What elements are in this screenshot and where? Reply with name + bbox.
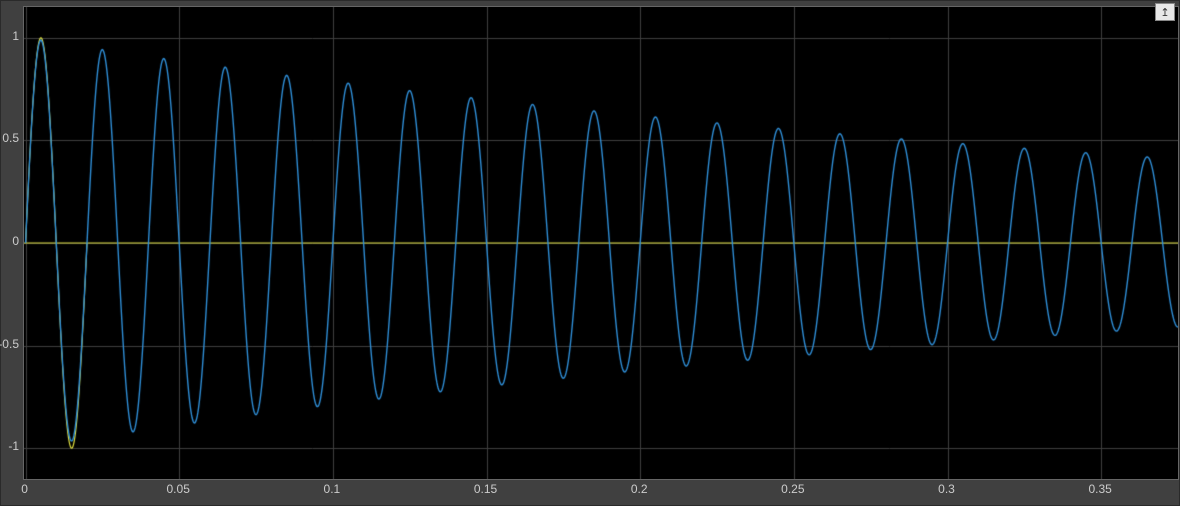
y-tick-label: -0.5 — [0, 337, 19, 351]
scope-plot — [23, 6, 1179, 480]
x-tick-label: 0.1 — [324, 482, 341, 496]
x-tick-label: 0.3 — [938, 482, 955, 496]
y-tick-label: 1 — [0, 29, 19, 43]
x-tick-label: 0.2 — [631, 482, 648, 496]
x-tick-label: 0 — [21, 482, 28, 496]
x-tick-label: 0.35 — [1088, 482, 1111, 496]
y-tick-label: 0 — [0, 234, 19, 248]
scope-frame: ↥ -1 -0.5 0 0.5 1 0 0.05 0.1 0.15 0.2 0.25 0.3 0.35 — [0, 0, 1180, 506]
x-tick-label: 0.05 — [167, 482, 190, 496]
y-tick-label: -1 — [0, 439, 19, 453]
expand-icon[interactable]: ↥ — [1155, 3, 1175, 21]
expand-icon-glyph: ↥ — [1160, 6, 1169, 19]
x-tick-label: 0.15 — [474, 482, 497, 496]
x-tick-label: 0.25 — [781, 482, 804, 496]
y-tick-label: 0.5 — [0, 131, 19, 145]
